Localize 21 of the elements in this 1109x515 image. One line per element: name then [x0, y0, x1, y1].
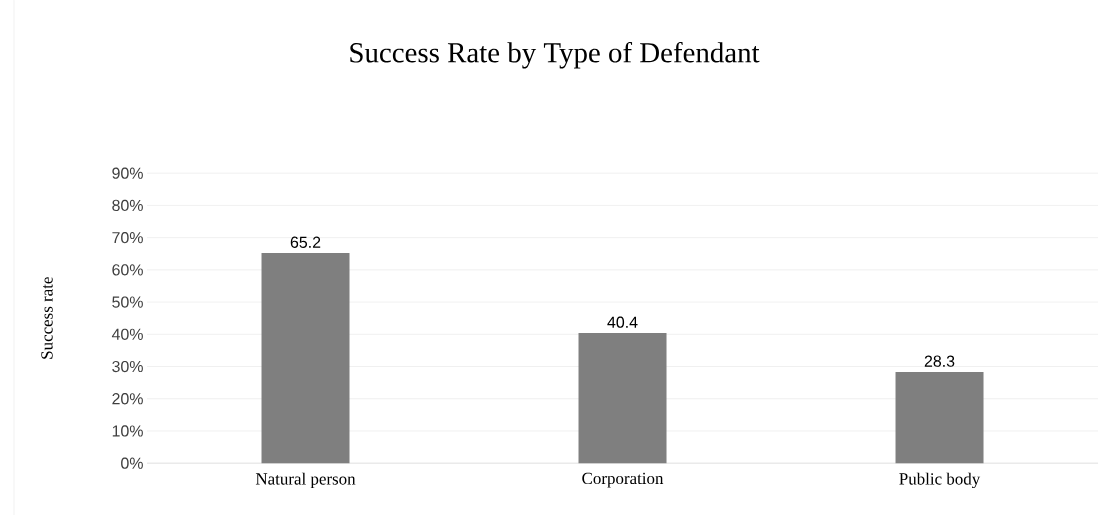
y-tick-label: 20% [112, 392, 143, 405]
y-tick-label: 30% [112, 360, 143, 372]
x-tick-label: Corporation [582, 472, 664, 488]
y-tick-label: 0% [121, 457, 143, 469]
bar [578, 332, 667, 463]
y-tick-label: 80% [112, 199, 143, 211]
y-tick-label: 40% [111, 328, 143, 340]
y-tick-label: 70% [112, 231, 143, 244]
chart-title: Success Rate by Type of Defendant [350, 41, 760, 69]
bar [261, 252, 350, 463]
bar [895, 371, 984, 463]
data-label: 40.4 [607, 316, 638, 328]
data-label: 65.2 [290, 236, 321, 248]
y-tick-label: 90% [112, 167, 143, 179]
data-label: 28.3 [924, 355, 955, 367]
y-tick-label: 60% [112, 264, 143, 276]
y-tick-label: 10% [112, 425, 143, 437]
y-tick-label: 50% [112, 296, 143, 308]
x-tick-label: Natural person [255, 472, 356, 488]
y-axis-title: Success rate [41, 276, 53, 359]
x-tick-label: Public body [899, 472, 981, 488]
